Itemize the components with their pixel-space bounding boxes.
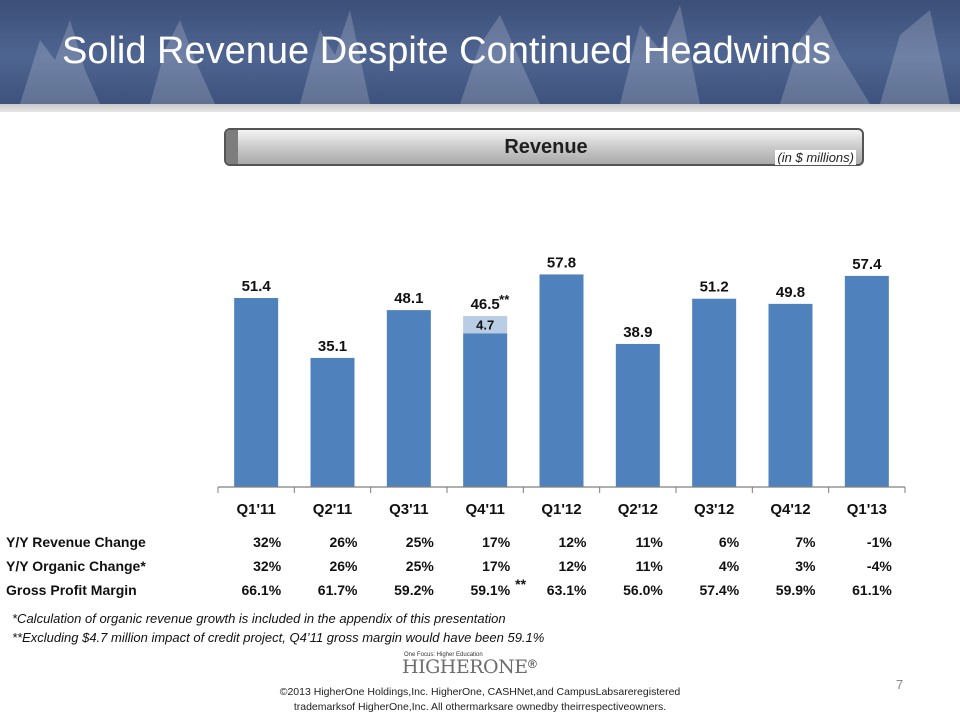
x-tick-label-4: Q1'12 <box>541 501 581 518</box>
metrics-cell: 63.1% <box>546 582 587 598</box>
footnote-organic: *Calculation of organic revenue growth i… <box>12 611 506 626</box>
metrics-cell: 11% <box>635 558 663 574</box>
metrics-cell: 25% <box>405 558 434 574</box>
metrics-cell: 17% <box>482 558 511 574</box>
metrics-row: Gross Profit Margin 66.1% 61.7% 59.2% 59.1% *… <box>0 576 960 604</box>
legal-line-2: trademarksof HigherOne,Inc. All othermar… <box>293 701 667 713</box>
bar-3 <box>463 333 508 487</box>
metrics-cell: 59.1% <box>470 582 511 598</box>
x-tick-label-5: Q2'12 <box>618 501 658 518</box>
x-tick-label-6: Q3'12 <box>694 501 734 518</box>
metrics-cell: 66.1% <box>241 582 282 598</box>
metrics-cell: 11% <box>635 534 663 550</box>
bar-4 <box>539 274 584 487</box>
metrics-cell: 26% <box>329 534 358 550</box>
bar-segment-3 <box>463 316 508 334</box>
metrics-row-label: Y/Y Organic Change* <box>6 558 146 574</box>
metrics-cell: 3% <box>795 558 816 574</box>
value-label-6: 51.2 <box>700 279 729 296</box>
gross-margin-marker: ** <box>515 576 527 592</box>
q4-marker: ** <box>499 292 510 307</box>
value-label-5: 38.9 <box>623 324 652 341</box>
x-tick-label-8: Q1'13 <box>847 501 887 518</box>
metrics-cell: 4% <box>718 558 740 574</box>
metrics-cell: 7% <box>795 534 816 550</box>
metrics-cell: -4% <box>866 558 892 574</box>
metrics-cell: 59.9% <box>775 582 816 598</box>
metrics-cell: 12% <box>558 534 587 550</box>
bar-7 <box>768 303 813 487</box>
value-label-8: 57.4 <box>852 256 882 273</box>
metrics-cell: 61.1% <box>852 582 892 598</box>
metrics-row-label: Y/Y Revenue Change <box>6 534 146 550</box>
metrics-cell: 59.2% <box>394 582 434 598</box>
x-tick-label-1: Q2'11 <box>313 501 352 518</box>
metrics-cell: 17% <box>482 534 511 550</box>
higherone-logo: One Focus: Higher Education HIGHERONE ® <box>402 652 552 678</box>
metrics-cell: 61.7% <box>317 582 358 598</box>
x-tick-label-3: Q4'11 <box>465 501 504 518</box>
footnotes: *Calculation of organic revenue growth i… <box>12 609 544 647</box>
bar-1 <box>310 357 355 487</box>
slide-title: Solid Revenue Despite Continued Headwind… <box>62 30 831 72</box>
bar-0 <box>234 297 279 487</box>
metrics-row: Y/Y Revenue Change 32% 26% 25% 17% 12% 11% 6% 7%… <box>0 534 960 556</box>
value-label-0: 51.4 <box>242 278 272 295</box>
metrics-cell: 57.4% <box>699 582 740 598</box>
metrics-cell: 25% <box>405 534 434 550</box>
metrics-cell: 56.0% <box>623 582 663 598</box>
legal-notice: ©2013 HigherOne Holdings,Inc. HigherOne,… <box>0 685 960 715</box>
metrics-row-label: Gross Profit Margin <box>6 582 137 598</box>
banner-label: Revenue <box>504 136 588 158</box>
logo-tagline: One Focus: Higher Education <box>404 652 483 658</box>
bar-2 <box>386 310 431 487</box>
units-note: (in $ millions) <box>775 150 856 165</box>
value-label-7: 49.8 <box>776 284 805 301</box>
header-banner <box>0 0 960 112</box>
registered-icon: ® <box>528 657 537 671</box>
metrics-cell: 32% <box>253 558 282 574</box>
header-divider <box>0 104 960 112</box>
graduation-crowd-watermark <box>20 5 950 104</box>
segment-label: 4.7 <box>476 318 494 333</box>
logo-wordmark: HIGHERONE <box>402 656 528 678</box>
value-label-4: 57.8 <box>547 254 576 271</box>
metrics-cell: 32% <box>253 534 282 550</box>
metrics-cell: 26% <box>329 558 358 574</box>
legal-line-1: ©2013 HigherOne Holdings,Inc. HigherOne,… <box>279 686 681 698</box>
banner-cap <box>226 130 238 164</box>
metrics-row: Y/Y Organic Change* 32% 26% 25% 17% 12% 11% 4% 3… <box>0 558 960 580</box>
value-label-3: 46.5 <box>471 296 500 313</box>
x-tick-label-0: Q1'11 <box>236 501 275 518</box>
x-tick-label-7: Q4'12 <box>770 501 810 518</box>
footnote-credit: **Excluding $4.7 million impact of credi… <box>12 630 545 645</box>
bar-6 <box>692 298 737 487</box>
value-label-1: 35.1 <box>318 338 347 355</box>
value-label-2: 48.1 <box>394 290 423 307</box>
revenue-bar-chart: 51.4 Q1'11 35.1 Q2'11 48.1 Q3'11 4.7 46.5 ** Q4'1… <box>217 254 906 518</box>
revenue-banner: Revenue (in $ millions) <box>224 128 864 166</box>
metrics-cell: 12% <box>558 558 587 574</box>
x-tick-label-2: Q3'11 <box>389 501 428 518</box>
metrics-cell: 6% <box>718 534 740 550</box>
bar-5 <box>615 343 660 487</box>
page-number: 7 <box>896 677 904 692</box>
bar-8 <box>844 275 889 487</box>
metrics-cell: -1% <box>866 534 892 550</box>
